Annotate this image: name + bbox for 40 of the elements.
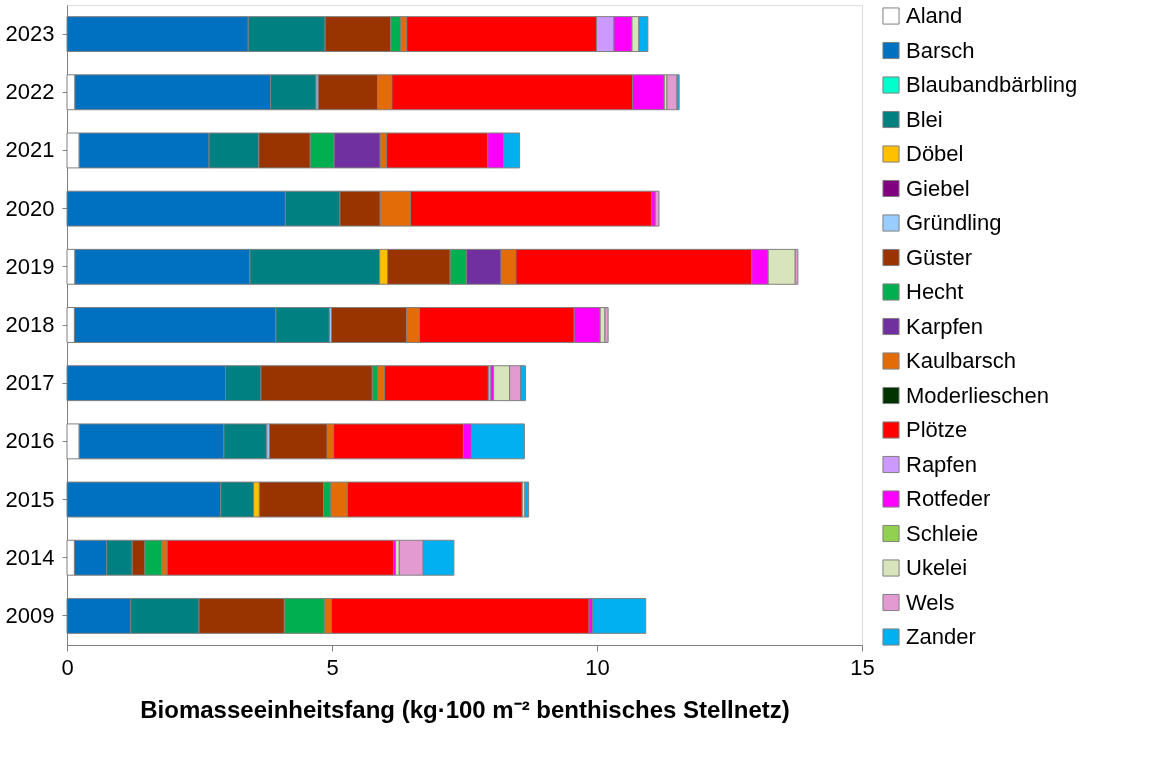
y-tick-label: 2017 [5,370,55,396]
legend-label: Giebel [906,175,970,201]
legend-label: Plötze [906,417,968,442]
bar [592,597,647,634]
x-tick-label: 5 [326,654,339,680]
y-tick-label: 2023 [5,21,55,47]
y-tick-label: 2021 [5,137,55,163]
legend-label: Döbel [906,141,964,166]
x-axis-title: Biomasseeinheitsfang (kg·100 m⁻² benthisches Stellnetz) [140,695,790,723]
y-tick-label: 2019 [5,253,55,279]
legend-label: Barsch [906,37,975,63]
legend-label: Zander [906,624,976,649]
legend-label: Blaubandbärbling [906,72,1078,97]
bar [604,307,609,343]
bar [524,481,530,518]
legend-label: Kaulbarsch [906,348,1017,373]
legend-label: Schleie [906,520,979,546]
legend-label: Blei [906,106,943,132]
legend-label: Gründling [906,210,1002,235]
x-tick-label: 0 [61,654,74,680]
bar [666,74,678,111]
y-tick-label: 2015 [5,486,55,512]
legend-label: Hecht [906,279,964,304]
y-tick-label: 2020 [5,195,55,221]
bar [654,190,660,227]
y-tick-label: 2009 [5,602,55,628]
legend-label: Rotfeder [906,486,991,511]
legend-label: Wels [906,589,955,615]
legend-label: Moderlieschen [906,382,1050,408]
y-tick-label: 2014 [5,544,55,570]
legend-label: Ukelei [906,555,968,580]
y-tick-label: 2018 [5,312,55,337]
y-tick-label: 2016 [5,428,55,454]
legend-label: Aland [906,3,963,28]
legend-label: Karpfen [906,313,984,339]
legend-label: Güster [906,244,973,270]
x-tick-label: 10 [585,654,610,680]
legend-label: Rapfen [906,451,977,477]
y-tick-label: 2022 [5,79,55,105]
x-tick-label: 15 [850,654,875,680]
